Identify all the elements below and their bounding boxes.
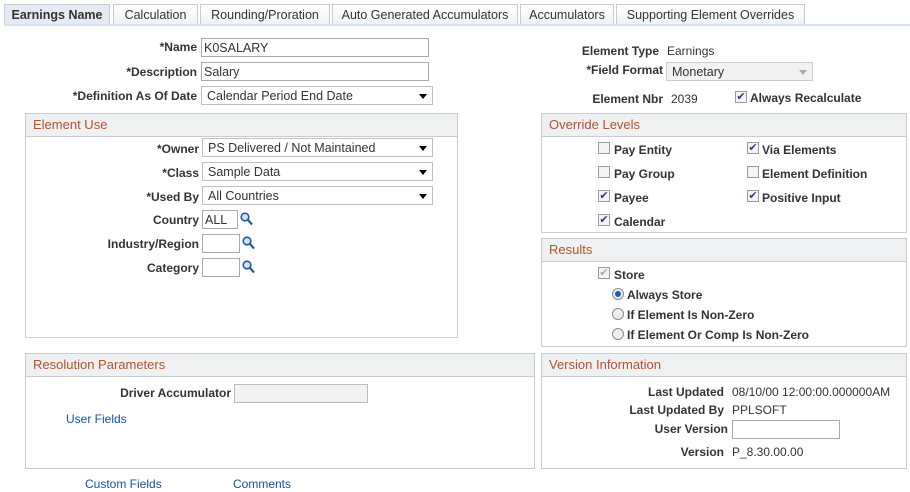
chevron-down-icon <box>419 194 427 199</box>
chevron-down-icon <box>419 170 427 175</box>
description-label: *Description <box>126 65 197 79</box>
via-elements-checkbox[interactable]: ✔ <box>747 142 759 154</box>
owner-label: *Owner <box>156 142 199 156</box>
category-input[interactable] <box>202 258 240 277</box>
user-version-input[interactable] <box>732 420 840 439</box>
used-by-label: *Used By <box>146 190 199 204</box>
results-panel: Results <box>541 238 907 347</box>
country-label: Country <box>153 213 199 227</box>
tab-accumulators[interactable]: Accumulators <box>520 4 614 25</box>
version-value: P_8.30.00.00 <box>732 445 804 459</box>
if-element-or-comp-non-zero-radio[interactable] <box>612 328 624 340</box>
category-label: Category <box>146 261 199 275</box>
user-version-label: User Version <box>654 422 728 436</box>
field-format-select: Monetary <box>666 62 813 81</box>
tab-auto-generated-accumulators[interactable]: Auto Generated Accumulators <box>332 4 518 25</box>
override-levels-title: Override Levels <box>542 114 906 137</box>
element-nbr-label: Element Nbr <box>592 92 663 106</box>
calendar-label: Calendar <box>614 215 666 229</box>
store-checkbox: ✔ <box>598 267 610 279</box>
custom-fields-link[interactable]: Custom Fields <box>85 477 162 491</box>
version-information-title: Version Information <box>542 354 906 377</box>
payee-label: Payee <box>614 191 649 205</box>
owner-select[interactable]: PS Delivered / Not Maintained <box>202 138 433 157</box>
always-recalculate-label: Always Recalculate <box>750 91 862 105</box>
always-store-radio[interactable] <box>612 288 624 300</box>
class-label: *Class <box>162 166 199 180</box>
chevron-down-icon <box>419 146 427 151</box>
definition-date-value: Calendar Period End Date <box>207 89 353 103</box>
element-definition-checkbox[interactable] <box>747 166 759 178</box>
results-title: Results <box>542 239 906 262</box>
search-icon[interactable] <box>242 236 255 250</box>
tab-calculation[interactable]: Calculation <box>113 4 198 25</box>
user-fields-link[interactable]: User Fields <box>66 412 127 426</box>
definition-date-select[interactable]: Calendar Period End Date <box>201 86 433 105</box>
description-input[interactable]: Salary <box>201 62 429 81</box>
definition-date-label: *Definition As Of Date <box>72 89 197 103</box>
used-by-select[interactable]: All Countries <box>202 186 433 205</box>
name-label: *Name <box>159 40 197 54</box>
country-input[interactable]: ALL <box>202 210 238 229</box>
chevron-down-icon <box>799 70 807 75</box>
element-type-label: Element Type <box>581 44 659 58</box>
industry-region-input[interactable] <box>202 234 240 253</box>
owner-value: PS Delivered / Not Maintained <box>208 141 376 155</box>
resolution-parameters-title: Resolution Parameters <box>26 354 534 377</box>
element-definition-label: Element Definition <box>762 167 868 181</box>
always-store-label: Always Store <box>627 288 703 302</box>
via-elements-label: Via Elements <box>762 143 837 157</box>
pay-entity-label: Pay Entity <box>614 143 673 157</box>
version-information-panel: Version Information <box>541 353 907 469</box>
last-updated-value: 08/10/00 12:00:00.000000AM <box>732 385 891 399</box>
tab-divider <box>4 24 910 26</box>
if-element-non-zero-label: If Element Is Non-Zero <box>627 308 755 322</box>
resolution-parameters-panel: Resolution Parameters <box>25 353 535 469</box>
tab-supporting-element-overrides[interactable]: Supporting Element Overrides <box>616 4 805 25</box>
element-type-value: Earnings <box>667 44 715 58</box>
class-value: Sample Data <box>208 165 281 179</box>
search-icon[interactable] <box>240 212 253 226</box>
last-updated-label: Last Updated <box>647 385 724 399</box>
driver-accumulator-label: Driver Accumulator <box>120 386 231 400</box>
element-use-title: Element Use <box>26 114 457 137</box>
version-label: Version <box>680 445 724 459</box>
last-updated-by-label: Last Updated By <box>629 403 724 417</box>
industry-region-label: Industry/Region <box>107 237 199 251</box>
used-by-value: All Countries <box>208 189 279 203</box>
if-element-non-zero-radio[interactable] <box>612 308 624 320</box>
chevron-down-icon <box>419 94 427 99</box>
field-format-label: *Field Format <box>586 63 663 77</box>
tab-rounding-proration[interactable]: Rounding/Proration <box>200 4 330 25</box>
override-levels-panel: Override Levels <box>541 113 907 233</box>
name-input[interactable]: K0SALARY <box>201 38 429 57</box>
field-format-value: Monetary <box>672 65 725 79</box>
pay-group-label: Pay Group <box>614 167 675 181</box>
always-recalculate-checkbox[interactable]: ✔ <box>735 91 747 103</box>
pay-group-checkbox[interactable] <box>598 166 610 178</box>
positive-input-label: Positive Input <box>762 191 841 205</box>
last-updated-by-value: PPLSOFT <box>732 403 787 417</box>
comments-link[interactable]: Comments <box>233 477 292 491</box>
pay-entity-checkbox[interactable] <box>598 142 610 154</box>
element-use-panel: Element Use <box>25 113 458 338</box>
search-icon[interactable] <box>242 260 255 274</box>
element-nbr-value: 2039 <box>671 92 698 106</box>
payee-checkbox[interactable]: ✔ <box>598 190 610 202</box>
class-select[interactable]: Sample Data <box>202 162 433 181</box>
positive-input-checkbox[interactable]: ✔ <box>747 190 759 202</box>
calendar-checkbox[interactable]: ✔ <box>598 214 610 226</box>
if-element-or-comp-non-zero-label: If Element Or Comp Is Non-Zero <box>627 328 810 342</box>
store-label: Store <box>614 268 645 282</box>
tab-earnings-name[interactable]: Earnings Name <box>4 4 110 25</box>
driver-accumulator-input <box>234 384 368 403</box>
